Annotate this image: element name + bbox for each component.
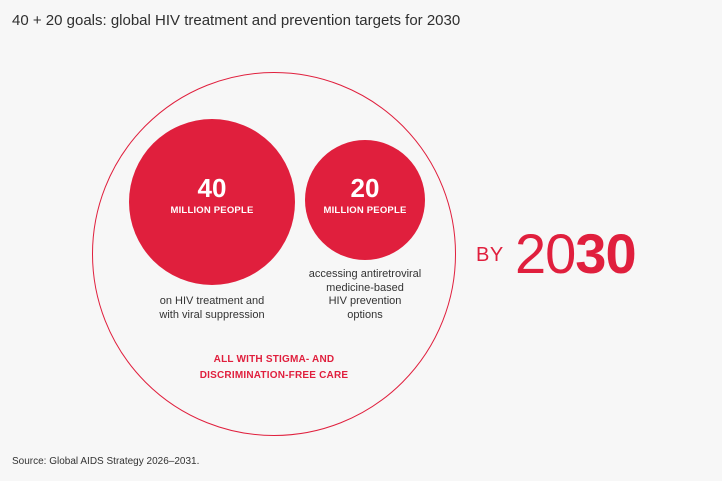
outer-ring-all-targets bbox=[92, 72, 456, 436]
goal-circle-40: 40 MILLION PEOPLE bbox=[129, 119, 295, 285]
caption-line: medicine-based bbox=[326, 281, 404, 294]
year-part-bold: 30 bbox=[575, 222, 636, 285]
stigma-free-care-note: ALL WITH STIGMA- AND DISCRIMINATION-FREE… bbox=[190, 352, 358, 384]
goal-unit: MILLION PEOPLE bbox=[170, 205, 254, 216]
care-line: DISCRIMINATION-FREE CARE bbox=[199, 370, 349, 381]
goal-unit: MILLION PEOPLE bbox=[323, 205, 407, 216]
goal-caption-prevention: accessing antiretroviral medicine-based … bbox=[295, 268, 435, 322]
by-label: BY bbox=[476, 244, 504, 266]
source-note: Source: Global AIDS Strategy 2026–2031. bbox=[12, 456, 200, 467]
caption-line: on HIV treatment and bbox=[159, 295, 265, 307]
target-year: 2030 bbox=[515, 222, 637, 286]
goal-caption-treatment: on HIV treatment and with viral suppress… bbox=[132, 295, 292, 322]
goal-number: 40 bbox=[197, 173, 227, 203]
care-line: ALL WITH STIGMA- AND bbox=[213, 354, 335, 365]
caption-line: options bbox=[347, 308, 383, 321]
year-part-light: 20 bbox=[515, 222, 576, 285]
chart-title: 40 + 20 goals: global HIV treatment and … bbox=[12, 12, 461, 29]
caption-line: HIV prevention bbox=[328, 295, 402, 307]
caption-line: with viral suppression bbox=[159, 308, 265, 321]
goal-circle-20: 20 MILLION PEOPLE bbox=[305, 140, 425, 260]
caption-line: accessing antiretroviral bbox=[308, 268, 422, 280]
goal-number: 20 bbox=[350, 173, 380, 203]
